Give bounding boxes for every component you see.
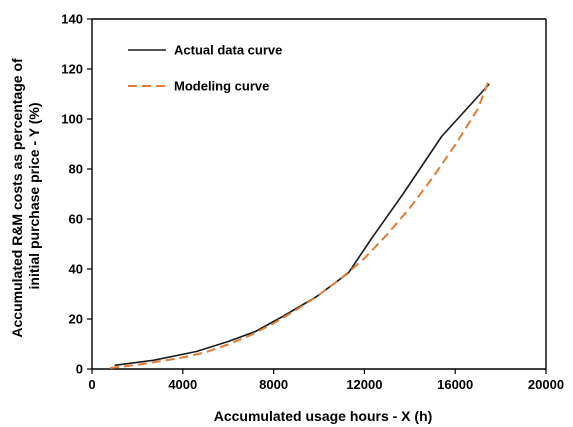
y-tick-label: 0 bbox=[76, 362, 83, 377]
series-modeling-curve bbox=[110, 78, 491, 369]
x-tick-label: 20000 bbox=[528, 377, 564, 392]
legend-label: Actual data curve bbox=[174, 43, 282, 58]
legend-label: Modeling curve bbox=[174, 79, 269, 94]
legend: Actual data curve Modeling curve bbox=[128, 43, 282, 94]
series-layer bbox=[110, 78, 491, 369]
x-tick-label: 4000 bbox=[168, 377, 197, 392]
x-axis-title: Accumulated usage hours - X (h) bbox=[214, 408, 433, 424]
y-tick-label: 100 bbox=[61, 112, 83, 127]
y-tick-label: 40 bbox=[69, 262, 83, 277]
y-axis-title-line-2: initial purchase price - Y (%) bbox=[26, 103, 42, 290]
plot-frame bbox=[91, 18, 547, 370]
y-tick-label: 120 bbox=[61, 62, 83, 77]
x-tick-label: 0 bbox=[88, 377, 95, 392]
y-tick-label: 80 bbox=[69, 162, 83, 177]
x-tick-label: 16000 bbox=[437, 377, 473, 392]
y-axis-title-line-1: Accumulated R&M costs as percentage of bbox=[9, 58, 25, 338]
x-tick-label: 12000 bbox=[346, 377, 382, 392]
series-actual-data-curve bbox=[114, 83, 490, 367]
y-tick-label: 20 bbox=[69, 312, 83, 327]
y-tick-label: 140 bbox=[61, 12, 83, 27]
y-axis-title: Accumulated R&M costs as percentage of i… bbox=[9, 54, 42, 337]
y-tick-label: 60 bbox=[69, 212, 83, 227]
x-axis-ticks: 0 4000 8000 12000 16000 20000 bbox=[88, 369, 564, 392]
y-axis-ticks: 0 20 40 60 80 100 120 140 bbox=[61, 12, 92, 377]
x-tick-label: 8000 bbox=[259, 377, 288, 392]
